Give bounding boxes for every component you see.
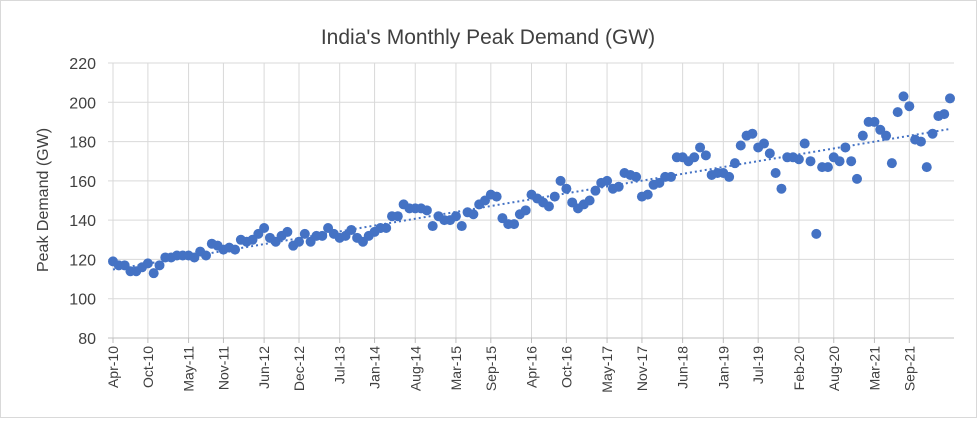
point — [299, 228, 310, 239]
point — [886, 158, 897, 169]
y-tick-label: 200 — [69, 95, 96, 112]
point — [898, 91, 909, 102]
point — [392, 211, 403, 222]
point — [700, 150, 711, 161]
point — [666, 171, 676, 182]
trendline — [112, 127, 951, 271]
x-tick-label: May-11 — [181, 346, 197, 392]
point — [509, 219, 520, 230]
y-axis-label: Peak Demand (GW) — [35, 128, 52, 272]
point — [852, 173, 862, 184]
point — [695, 142, 706, 153]
point — [834, 156, 845, 167]
point — [561, 183, 572, 194]
point — [642, 189, 653, 200]
x-tick-label: Jul-19 — [750, 346, 766, 384]
x-tick-label: Jul-13 — [332, 346, 348, 384]
y-tick-label: 80 — [78, 331, 96, 348]
y-tick-label: 220 — [69, 56, 96, 73]
point — [921, 162, 932, 173]
point — [724, 171, 735, 182]
point — [927, 128, 938, 139]
point — [450, 211, 461, 222]
x-tick-label: Apr-10 — [105, 346, 121, 388]
point — [945, 93, 955, 104]
point — [846, 156, 857, 167]
chart-title: India's Monthly Peak Demand (GW) — [321, 26, 655, 49]
point — [631, 171, 642, 182]
x-tick-label: Dec-12 — [291, 346, 307, 391]
y-tick-label: 100 — [69, 292, 96, 309]
x-tick-label: Sep-21 — [901, 346, 917, 391]
x-tick-label: May-17 — [599, 346, 615, 393]
x-tick-label: Sep-15 — [483, 346, 499, 391]
point — [840, 142, 851, 153]
x-tick-label: Jan-14 — [367, 346, 383, 389]
point — [520, 205, 531, 216]
point — [811, 228, 822, 239]
x-tick-label: Nov-11 — [215, 346, 231, 390]
y-tick-label: 180 — [69, 135, 96, 152]
point — [869, 116, 880, 127]
point — [613, 181, 624, 192]
point — [747, 128, 758, 139]
point — [543, 201, 554, 212]
point — [259, 223, 270, 233]
point — [201, 250, 211, 261]
y-tick-label: 140 — [69, 213, 96, 230]
point — [427, 221, 438, 232]
point — [294, 236, 304, 247]
point — [776, 183, 787, 194]
y-tick-label: 160 — [69, 174, 96, 191]
point — [793, 154, 804, 165]
point — [491, 191, 502, 202]
point — [421, 205, 432, 216]
point — [282, 226, 293, 237]
x-tick-label: Jan-19 — [715, 346, 731, 389]
x-tick-label: Oct-10 — [140, 346, 156, 388]
point — [822, 162, 833, 173]
x-tick-label: Mar-21 — [866, 346, 882, 391]
point — [555, 175, 566, 186]
point — [230, 244, 241, 255]
point — [799, 138, 810, 149]
point — [456, 221, 467, 232]
x-tick-label: Jun-12 — [256, 346, 272, 389]
x-tick-label: Mar-15 — [448, 346, 464, 391]
point — [857, 130, 868, 141]
point — [602, 175, 613, 186]
point — [892, 107, 903, 118]
point — [584, 195, 595, 206]
point — [939, 109, 950, 120]
x-tick-label: Aug-14 — [407, 346, 423, 391]
point — [729, 158, 740, 169]
point — [735, 140, 746, 151]
point — [346, 224, 357, 235]
point — [381, 223, 392, 233]
point — [142, 258, 153, 269]
point — [881, 130, 892, 141]
point — [154, 260, 165, 271]
x-tick-label: Apr-16 — [524, 346, 540, 388]
x-tick-label: Feb-20 — [791, 346, 807, 391]
point — [764, 148, 775, 159]
point — [805, 156, 816, 167]
point — [468, 209, 479, 220]
point — [317, 230, 328, 241]
x-tick-label: Nov-17 — [634, 346, 650, 391]
point — [904, 101, 915, 112]
point — [549, 191, 560, 202]
point — [148, 268, 159, 279]
x-tick-label: Aug-20 — [826, 346, 842, 391]
y-tick-label: 120 — [69, 252, 96, 269]
point — [590, 185, 601, 196]
point — [759, 138, 769, 149]
point — [770, 168, 781, 178]
point — [689, 152, 700, 163]
x-tick-label: Jun-18 — [675, 346, 691, 389]
point — [915, 136, 926, 147]
x-tick-label: Oct-16 — [558, 346, 574, 388]
